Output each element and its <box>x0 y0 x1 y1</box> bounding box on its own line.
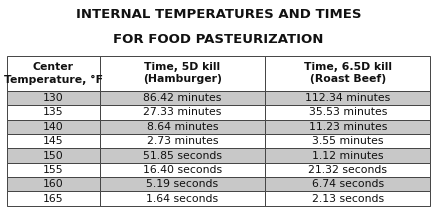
Text: 130: 130 <box>43 93 63 103</box>
Text: 160: 160 <box>43 179 63 189</box>
Bar <box>7 105 100 120</box>
Text: 16.40 seconds: 16.40 seconds <box>143 165 222 175</box>
Text: 2.73 minutes: 2.73 minutes <box>147 136 218 146</box>
Bar <box>7 148 100 163</box>
Text: 1.64 seconds: 1.64 seconds <box>146 194 218 204</box>
Bar <box>7 192 100 206</box>
Text: INTERNAL TEMPERATURES AND TIMES: INTERNAL TEMPERATURES AND TIMES <box>76 8 361 21</box>
Bar <box>265 134 430 148</box>
Text: 165: 165 <box>43 194 63 204</box>
Bar <box>100 148 265 163</box>
Text: 112.34 minutes: 112.34 minutes <box>305 93 390 103</box>
Text: 21.32 seconds: 21.32 seconds <box>308 165 387 175</box>
Text: Time, 6.5D kill
(Roast Beef): Time, 6.5D kill (Roast Beef) <box>304 62 392 84</box>
Text: 27.33 minutes: 27.33 minutes <box>143 108 222 117</box>
Text: 150: 150 <box>43 151 63 161</box>
Bar <box>100 91 265 105</box>
Bar <box>7 56 100 91</box>
Bar <box>100 192 265 206</box>
Bar <box>7 120 100 134</box>
Text: FOR FOOD PASTEURIZATION: FOR FOOD PASTEURIZATION <box>113 33 324 46</box>
Text: 51.85 seconds: 51.85 seconds <box>143 151 222 161</box>
Text: 135: 135 <box>43 108 63 117</box>
Text: 8.64 minutes: 8.64 minutes <box>147 122 218 132</box>
Text: Time, 5D kill
(Hamburger): Time, 5D kill (Hamburger) <box>143 62 222 84</box>
Text: 145: 145 <box>43 136 63 146</box>
Bar <box>100 105 265 120</box>
Text: 3.55 minutes: 3.55 minutes <box>312 136 384 146</box>
Text: Center
Temperature, °F: Center Temperature, °F <box>3 62 103 85</box>
Text: 155: 155 <box>43 165 63 175</box>
Bar <box>265 120 430 134</box>
Bar <box>265 148 430 163</box>
Text: 6.74 seconds: 6.74 seconds <box>312 179 384 189</box>
Bar <box>7 134 100 148</box>
Bar <box>100 134 265 148</box>
Bar <box>7 163 100 177</box>
Bar <box>265 163 430 177</box>
Text: 140: 140 <box>43 122 63 132</box>
Bar <box>100 56 265 91</box>
Text: 1.12 minutes: 1.12 minutes <box>312 151 384 161</box>
Bar <box>265 105 430 120</box>
Text: 5.19 seconds: 5.19 seconds <box>146 179 218 189</box>
Bar <box>100 120 265 134</box>
Text: 35.53 minutes: 35.53 minutes <box>309 108 387 117</box>
Bar <box>265 192 430 206</box>
Bar <box>100 163 265 177</box>
Text: 11.23 minutes: 11.23 minutes <box>309 122 387 132</box>
Bar <box>265 177 430 192</box>
Text: 86.42 minutes: 86.42 minutes <box>143 93 222 103</box>
Bar <box>265 56 430 91</box>
Bar <box>100 177 265 192</box>
Bar <box>7 177 100 192</box>
Text: 2.13 seconds: 2.13 seconds <box>312 194 384 204</box>
Bar <box>265 91 430 105</box>
Bar <box>7 91 100 105</box>
